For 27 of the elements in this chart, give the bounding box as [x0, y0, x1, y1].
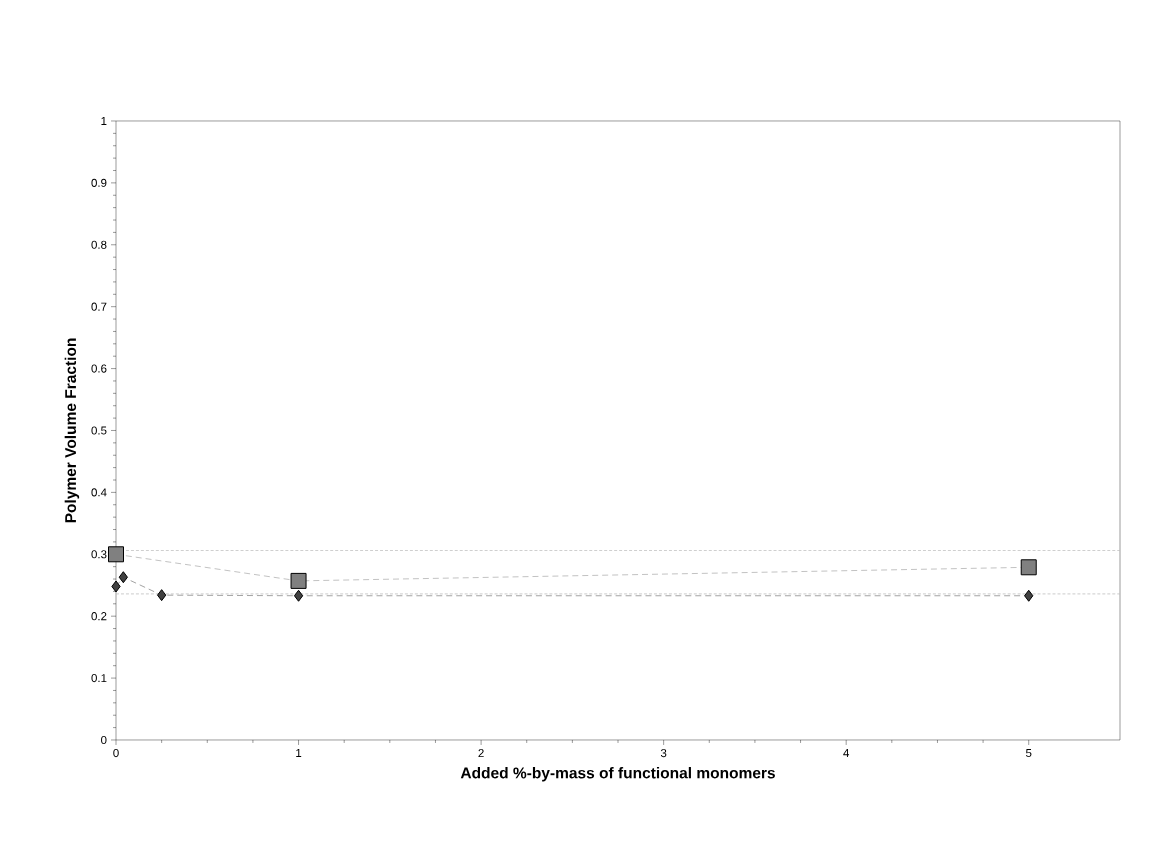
x-tick-label: 4 — [843, 749, 850, 757]
point — [293, 589, 304, 602]
point — [157, 589, 167, 602]
y-tick-label: 0.1 — [91, 674, 107, 683]
point — [111, 580, 121, 593]
y-tick-label: 1 — [101, 117, 107, 125]
y-tick-label: 0.9 — [91, 178, 107, 187]
point — [1024, 589, 1034, 602]
y-tick-label: 0.2 — [91, 612, 107, 621]
x-tick-label: 2 — [478, 749, 484, 758]
x-tick-label: 5 — [1025, 749, 1032, 758]
y-tick-label: 0.8 — [91, 240, 107, 249]
y-tick-label: 0.3 — [91, 550, 107, 559]
y-axis-title: Polymer Volume Fraction — [64, 338, 80, 523]
x-axis-title: Added %-by-mass of functional monomers — [460, 767, 775, 782]
point — [108, 546, 125, 563]
y-tick-label: 0 — [101, 735, 107, 745]
point — [290, 572, 307, 589]
x-tick-label: 0 — [113, 749, 119, 758]
x-tick-label: 3 — [660, 749, 667, 758]
point — [118, 571, 128, 584]
y-tick-label: 0.4 — [91, 488, 107, 497]
point — [1020, 559, 1037, 576]
y-tick-label: 0.6 — [91, 364, 107, 373]
x-tick-label: 1 — [296, 749, 302, 757]
y-tick-label: 0.7 — [91, 302, 107, 311]
y-tick-label: 0.5 — [91, 426, 107, 435]
